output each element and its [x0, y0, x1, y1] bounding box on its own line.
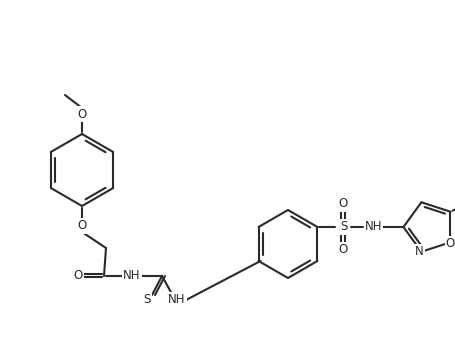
Text: N: N — [415, 245, 424, 258]
Text: O: O — [446, 237, 455, 250]
Text: NH: NH — [168, 293, 186, 306]
Text: O: O — [339, 197, 348, 210]
Text: S: S — [340, 221, 347, 234]
Text: O: O — [73, 269, 83, 282]
Text: O: O — [339, 244, 348, 256]
Text: O: O — [77, 220, 86, 233]
Text: O: O — [77, 107, 86, 120]
Text: NH: NH — [365, 221, 382, 234]
Text: NH: NH — [123, 269, 141, 282]
Text: S: S — [143, 293, 151, 306]
